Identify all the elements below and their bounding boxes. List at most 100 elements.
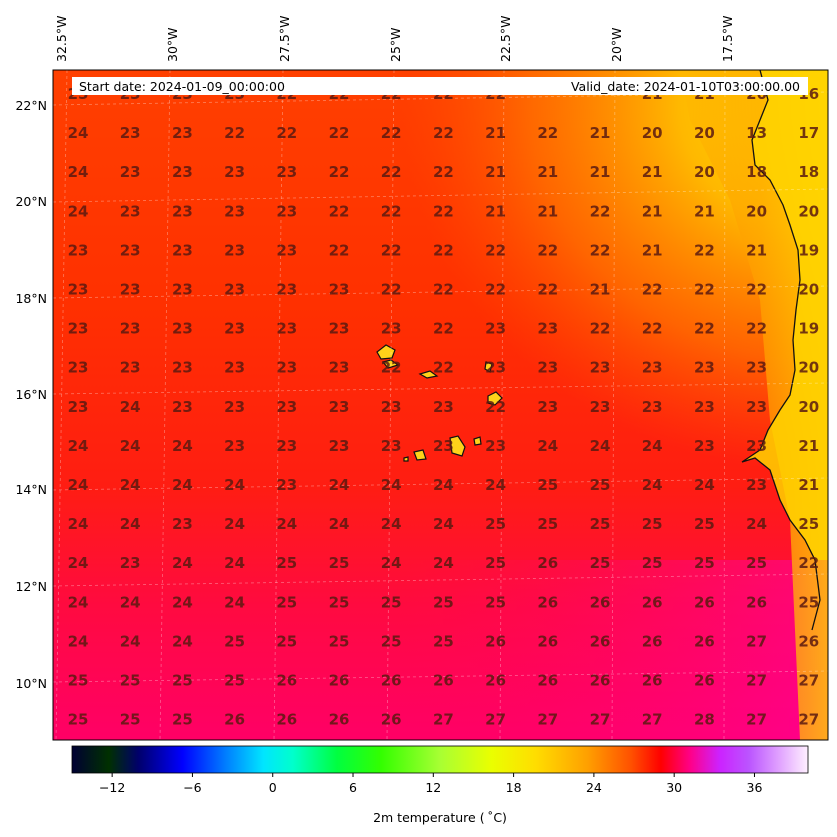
grid-value-label: 23 [224,320,245,338]
grid-value-label: 25 [224,632,245,650]
grid-value-label: 24 [68,554,89,572]
grid-value-label: 27 [433,711,454,729]
lon-label: 30°W [165,27,180,62]
lat-label: 12°N [15,579,47,594]
grid-value-label: 26 [537,672,558,690]
start-date-text: Start date: 2024-01-09_00:00:00 [79,79,285,94]
grid-value-label: 22 [433,281,454,299]
grid-value-label: 27 [798,672,819,690]
grid-value-label: 23 [485,437,506,455]
grid-value-label: 19 [798,241,819,259]
colorbar-tick-label: 6 [349,780,357,795]
grid-value-label: 22 [694,320,715,338]
colorbar-ticks: −12 −6 0 6 12 18 24 30 36 [99,773,763,795]
grid-value-label: 23 [172,241,193,259]
grid-value-label: 26 [485,632,506,650]
grid-value-label: 25 [224,672,245,690]
grid-value-label: 24 [120,437,141,455]
grid-value-label: 24 [276,515,297,533]
grid-value-label: 22 [381,202,402,220]
grid-value-label: 22 [537,281,558,299]
colorbar-tick-label: 24 [586,780,602,795]
grid-value-label: 25 [746,554,767,572]
grid-value-label: 27 [746,672,767,690]
grid-value-label: 24 [68,632,89,650]
grid-value-label: 24 [433,476,454,494]
grid-value-label: 24 [68,593,89,611]
grid-value-label: 24 [224,554,245,572]
lon-label: 25°W [388,27,403,62]
grid-value-label: 23 [120,281,141,299]
grid-value-label: 13 [746,124,767,142]
grid-value-label: 25 [798,593,819,611]
grid-value-label: 23 [590,398,611,416]
colorbar-tick-label: 0 [269,780,277,795]
grid-value-label: 24 [537,437,558,455]
grid-value-label: 23 [224,163,245,181]
grid-value-label: 23 [537,320,558,338]
grid-value-label: 21 [485,124,506,142]
grid-value-label: 25 [381,632,402,650]
grid-value-label: 20 [798,359,819,377]
grid-value-label: 20 [694,124,715,142]
grid-value-label: 22 [642,281,663,299]
grid-value-label: 18 [798,163,819,181]
grid-value-label: 23 [485,359,506,377]
grid-value-label: 21 [798,476,819,494]
grid-value-label: 24 [224,593,245,611]
grid-value-label: 23 [276,476,297,494]
grid-value-label: 28 [694,711,715,729]
grid-value-label: 25 [485,593,506,611]
grid-value-label: 25 [276,554,297,572]
grid-value-label: 23 [224,359,245,377]
grid-value-label: 24 [120,632,141,650]
grid-value-label: 25 [120,711,141,729]
grid-value-label: 26 [381,711,402,729]
grid-value-label: 21 [642,163,663,181]
grid-value-label: 23 [120,202,141,220]
grid-value-label: 26 [537,593,558,611]
grid-value-label: 23 [590,359,611,377]
grid-value-label: 24 [172,554,193,572]
grid-value-label: 26 [433,672,454,690]
grid-value-label: 24 [172,632,193,650]
grid-value-label: 24 [746,515,767,533]
grid-value-label: 23 [329,281,350,299]
grid-value-label: 26 [537,554,558,572]
lat-label: 10°N [15,676,47,691]
grid-value-label: 23 [68,398,89,416]
lon-label: 17.5°W [720,16,735,62]
grid-value-label: 21 [485,163,506,181]
grid-value-label: 24 [381,515,402,533]
grid-value-label: 23 [172,124,193,142]
grid-value-label: 24 [172,476,193,494]
grid-value-label: 25 [485,554,506,572]
grid-value-label: 26 [798,632,819,650]
colorbar-tick-label: 36 [747,780,763,795]
grid-value-label: 23 [172,320,193,338]
grid-value-label: 24 [433,515,454,533]
grid-value-label: 23 [120,241,141,259]
latitude-labels: 22°N 20°N 18°N 16°N 14°N 12°N 10°N [15,98,47,691]
grid-value-label: 24 [590,437,611,455]
grid-value-label: 23 [276,241,297,259]
grid-value-label: 25 [537,515,558,533]
grid-value-label: 23 [746,359,767,377]
grid-value-label: 25 [68,672,89,690]
grid-value-label: 23 [642,359,663,377]
colorbar: −12 −6 0 6 12 18 24 30 36 2m temperature ( ˚C) [71,745,809,825]
grid-value-label: 22 [485,241,506,259]
grid-value-label: 23 [120,320,141,338]
grid-value-label: 25 [694,515,715,533]
grid-value-label: 22 [329,124,350,142]
grid-value-label: 24 [642,437,663,455]
grid-value-label: 22 [694,281,715,299]
grid-value-label: 23 [172,359,193,377]
grid-value-label: 23 [120,359,141,377]
grid-value-label: 23 [224,202,245,220]
grid-value-label: 24 [68,476,89,494]
lon-label: 27.5°W [277,16,292,62]
grid-value-label: 25 [642,554,663,572]
grid-value-label: 25 [329,593,350,611]
grid-value-label: 23 [694,437,715,455]
